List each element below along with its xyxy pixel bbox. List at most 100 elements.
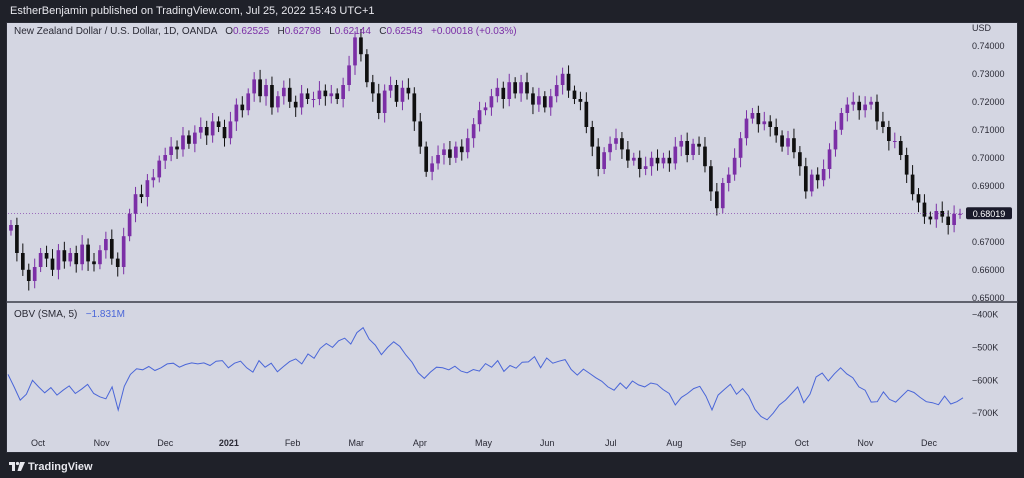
candle-body (56, 250, 61, 270)
candle-body (359, 37, 363, 55)
tradingview-brand[interactable]: TradingView (28, 461, 93, 473)
candle-body (655, 157, 660, 164)
candle-body (20, 253, 25, 270)
price-tick-label: 0.69000 (972, 181, 1005, 191)
candle-body (578, 99, 583, 102)
candle-body (602, 152, 606, 169)
candle-body (780, 135, 784, 147)
x-tick-label: Apr (413, 438, 427, 448)
candle-body (934, 211, 939, 220)
candle-body (744, 118, 749, 139)
candle-body (424, 146, 429, 172)
candle-body (875, 101, 879, 122)
obv-tick-label: −700K (972, 408, 998, 418)
candle-body (489, 96, 494, 108)
tradingview-logo-icon[interactable] (8, 459, 26, 473)
candle-body (329, 93, 334, 97)
obv-series-line (7, 326, 964, 421)
candle-body (614, 138, 618, 144)
candle-body (821, 169, 826, 181)
candle-body (548, 96, 553, 108)
candle-body (264, 85, 268, 97)
candle-body (430, 163, 434, 172)
candle-body (50, 258, 55, 270)
candle-body (892, 141, 897, 142)
candle-body (323, 90, 328, 97)
obv-tick-label: −400K (972, 310, 998, 320)
candle-body (210, 121, 215, 136)
price-tick-label: 0.66000 (972, 265, 1005, 275)
candle-body (566, 73, 571, 91)
candle-body (181, 135, 185, 150)
candle-body (121, 236, 126, 267)
open-value: 0.62525 (232, 26, 270, 37)
candle-body (661, 157, 666, 164)
close-value: 0.62543 (386, 26, 423, 37)
candle-body (32, 267, 37, 281)
candle-body (335, 93, 340, 99)
price-tick-label: 0.67000 (972, 237, 1005, 247)
candle-body (537, 96, 541, 105)
candle-body (370, 82, 375, 94)
candle-body (815, 174, 820, 181)
low-label: L (329, 26, 335, 37)
candle-body (904, 155, 909, 175)
candle-body (26, 269, 31, 281)
candle-body (270, 85, 274, 108)
candle-body (750, 113, 755, 119)
candle-body (881, 121, 885, 127)
candle-body (940, 211, 945, 217)
candle-body (157, 160, 162, 178)
candle-body (513, 82, 517, 94)
candle-body (726, 174, 731, 183)
candle-body (519, 82, 523, 94)
candle-body (958, 213, 962, 215)
candle-body (187, 135, 191, 144)
chart-frame[interactable] (6, 22, 1018, 453)
candle-body (305, 93, 310, 99)
candle-body (127, 213, 132, 237)
candle-body (442, 149, 446, 155)
candle-body (234, 104, 239, 122)
candle-body (507, 82, 512, 99)
candle-body (531, 93, 535, 105)
candle-body (833, 129, 838, 150)
candle-body (714, 191, 719, 209)
high-value: 0.62798 (284, 26, 321, 37)
candle-body (293, 101, 298, 108)
candle-body (590, 127, 595, 147)
candle-body (163, 155, 168, 161)
price-legend: New Zealand Dollar / U.S. Dollar, 1D, OA… (14, 26, 517, 37)
candle-body (145, 180, 150, 197)
candle-body (276, 96, 280, 108)
candle-body (406, 87, 411, 94)
candle-body (400, 87, 405, 102)
candle-body (827, 149, 832, 169)
candle-body (454, 146, 458, 158)
candle-body (92, 261, 96, 265)
candle-body (115, 258, 120, 267)
candle-body (418, 121, 423, 147)
candle-body (133, 194, 138, 214)
last-price-label: 0.68019 (973, 209, 1006, 219)
x-tick-label: 2021 (219, 438, 239, 448)
candle-body (459, 146, 464, 153)
candle-body (732, 157, 737, 175)
candle-body (916, 194, 921, 203)
candle-body (863, 104, 867, 111)
candle-body (952, 213, 956, 225)
candle-body (477, 110, 482, 125)
candle-body (869, 101, 873, 105)
obv-legend: OBV (SMA, 5) −1.831M (14, 309, 125, 320)
candle-body (946, 216, 951, 225)
candle-body (839, 113, 844, 130)
candle-body (98, 250, 102, 265)
candle-body (347, 65, 351, 85)
publish-header: EstherBenjamin published on TradingView.… (0, 0, 1024, 22)
x-tick-label: Nov (857, 438, 874, 448)
candle-body (643, 166, 648, 169)
candle-body (560, 73, 565, 85)
candle-body (341, 85, 345, 99)
candle-body (922, 202, 927, 217)
